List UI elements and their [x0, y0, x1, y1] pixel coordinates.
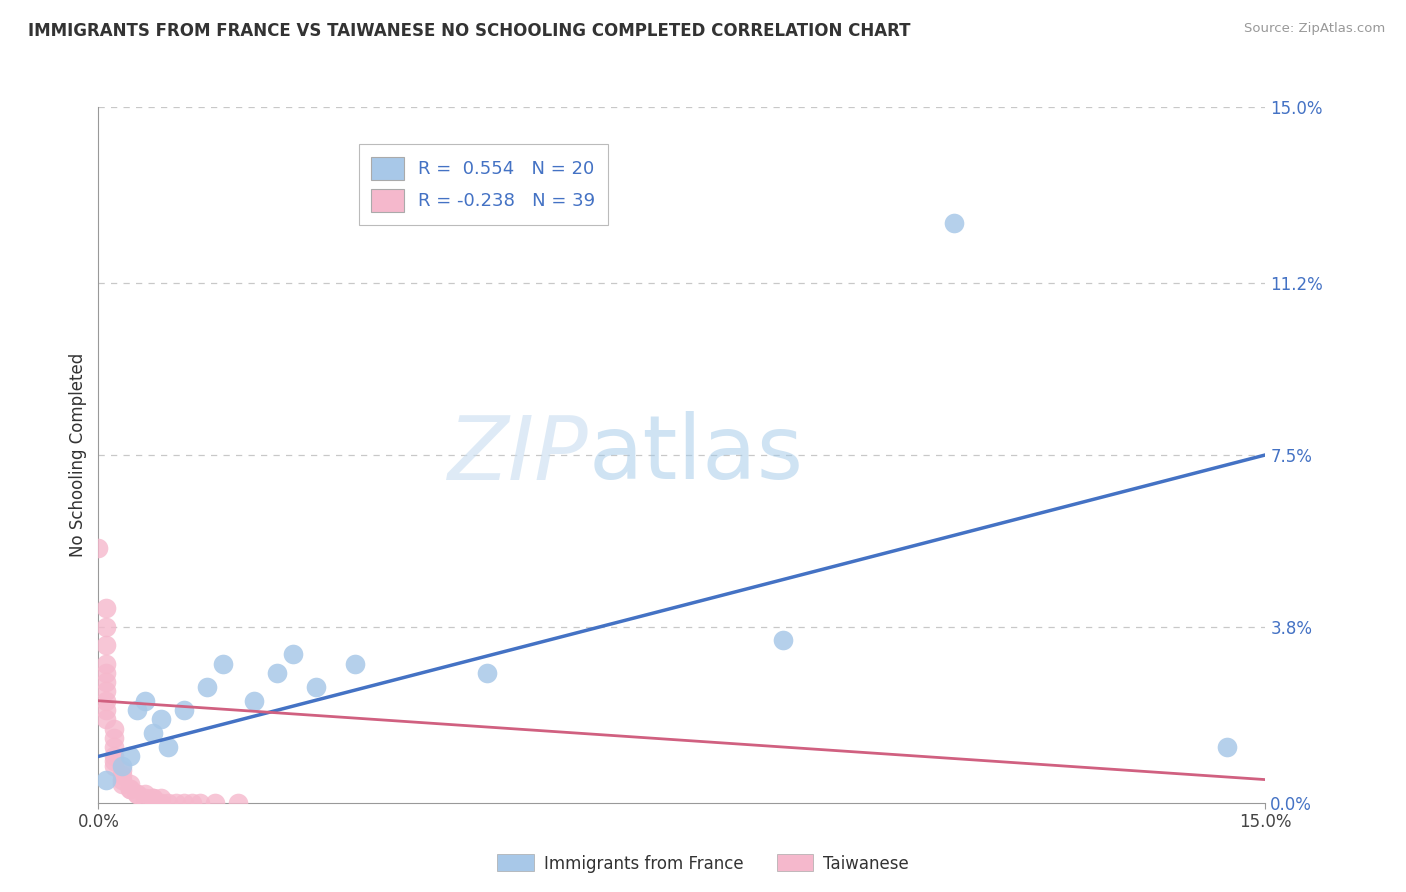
- Point: [111, 764, 134, 778]
- Point: [96, 619, 118, 633]
- Point: [149, 791, 172, 805]
- Point: [118, 777, 141, 791]
- Point: [96, 601, 118, 615]
- Text: atlas: atlas: [589, 411, 804, 499]
- Point: [96, 684, 118, 698]
- Point: [118, 781, 141, 796]
- Point: [96, 772, 118, 787]
- Point: [1215, 740, 1237, 755]
- Point: [943, 216, 966, 230]
- Point: [103, 749, 125, 764]
- Point: [305, 680, 328, 694]
- Point: [96, 675, 118, 690]
- Point: [266, 665, 288, 680]
- Point: [96, 665, 118, 680]
- Point: [344, 657, 367, 671]
- Point: [173, 703, 195, 717]
- Point: [103, 758, 125, 772]
- Point: [212, 657, 235, 671]
- Point: [142, 726, 165, 740]
- Point: [228, 796, 250, 810]
- Text: ZIP: ZIP: [447, 412, 589, 498]
- Point: [127, 787, 149, 801]
- Point: [111, 768, 134, 782]
- Point: [127, 787, 149, 801]
- Point: [103, 731, 125, 745]
- Point: [142, 791, 165, 805]
- Point: [157, 740, 180, 755]
- Point: [243, 694, 266, 708]
- Point: [96, 694, 118, 708]
- Point: [103, 722, 125, 736]
- Point: [134, 694, 156, 708]
- Legend: R =  0.554   N = 20, R = -0.238   N = 39: R = 0.554 N = 20, R = -0.238 N = 39: [359, 144, 609, 225]
- Point: [149, 796, 172, 810]
- Point: [96, 703, 118, 717]
- Point: [96, 638, 118, 652]
- Legend: Immigrants from France, Taiwanese: Immigrants from France, Taiwanese: [491, 847, 915, 880]
- Point: [281, 648, 304, 662]
- Point: [127, 703, 149, 717]
- Point: [111, 758, 134, 772]
- Point: [149, 712, 172, 726]
- Point: [111, 777, 134, 791]
- Point: [142, 791, 165, 805]
- Point: [87, 541, 110, 555]
- Point: [134, 791, 156, 805]
- Text: IMMIGRANTS FROM FRANCE VS TAIWANESE NO SCHOOLING COMPLETED CORRELATION CHART: IMMIGRANTS FROM FRANCE VS TAIWANESE NO S…: [28, 22, 911, 40]
- Point: [103, 754, 125, 768]
- Point: [96, 657, 118, 671]
- Point: [204, 796, 226, 810]
- Point: [180, 796, 202, 810]
- Point: [173, 796, 195, 810]
- Point: [188, 796, 211, 810]
- Text: Source: ZipAtlas.com: Source: ZipAtlas.com: [1244, 22, 1385, 36]
- Point: [111, 772, 134, 787]
- Y-axis label: No Schooling Completed: No Schooling Completed: [69, 353, 87, 557]
- Point: [195, 680, 218, 694]
- Point: [118, 781, 141, 796]
- Point: [118, 749, 141, 764]
- Point: [157, 796, 180, 810]
- Point: [477, 665, 499, 680]
- Point: [96, 712, 118, 726]
- Point: [134, 787, 156, 801]
- Point: [772, 633, 794, 648]
- Point: [103, 740, 125, 755]
- Point: [165, 796, 187, 810]
